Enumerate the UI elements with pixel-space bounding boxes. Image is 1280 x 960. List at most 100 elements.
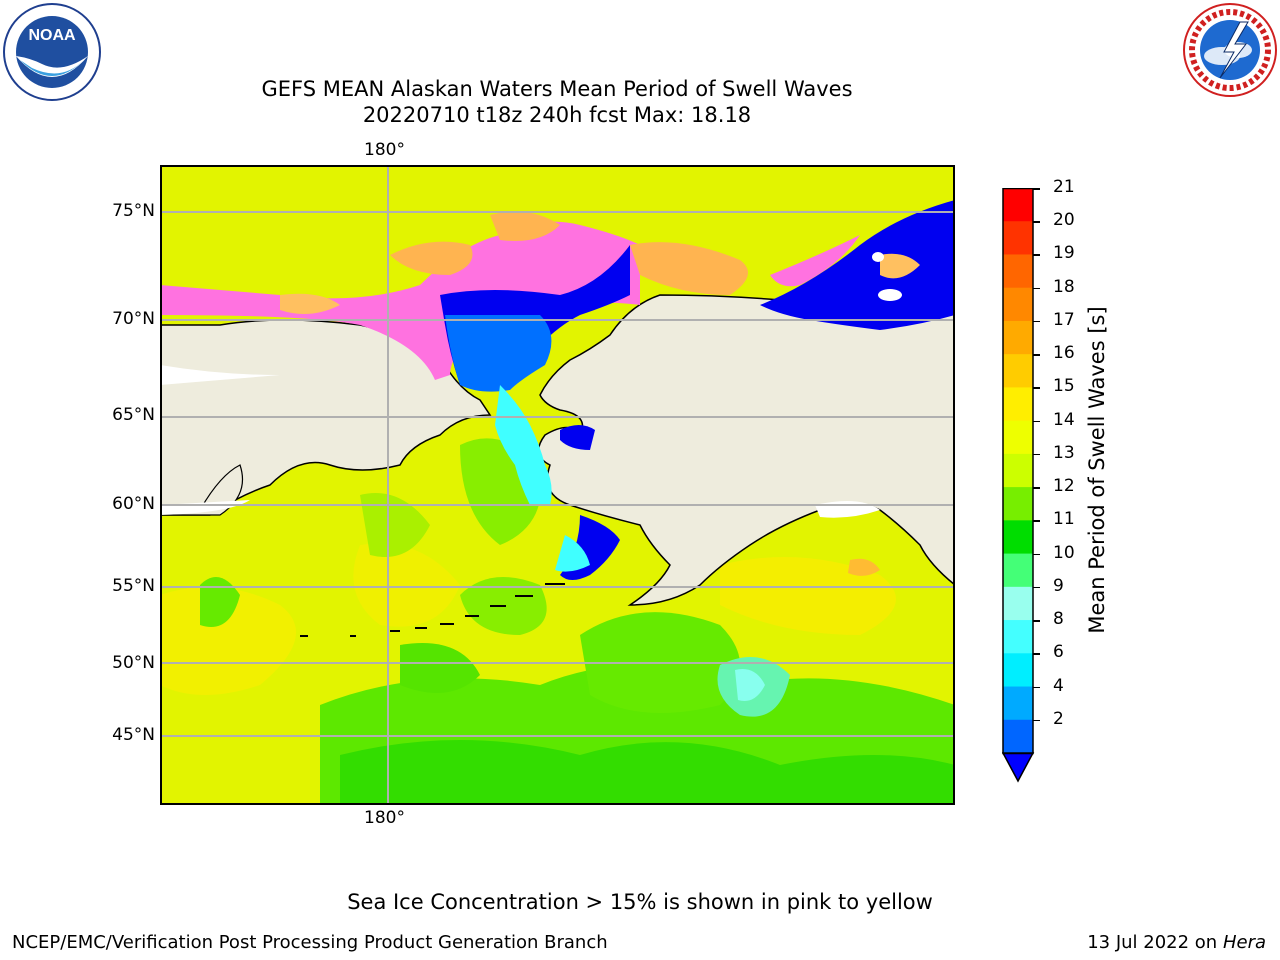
yellow-patch [160,587,296,695]
colorbar-tick-label: 20 [1053,210,1075,231]
green-patch [400,643,480,693]
missing-data [160,500,250,515]
colorbar-tick-mark [1033,553,1040,556]
colorbar-tick-mark [1033,354,1040,356]
sea-ice-footnote: Sea Ice Concentration > 15% is shown in … [347,890,933,914]
colorbar [1001,187,1036,784]
map-panel[interactable] [159,165,956,805]
colorbar-tick-mark [1033,653,1040,655]
colorbar-segment [1003,653,1033,688]
colorbar-tick-label: 15 [1053,376,1075,397]
lat-label-75: 75°N [112,201,155,221]
colorbar-graphic [1001,187,1035,783]
yellow-patch [720,557,896,635]
green-patch [200,577,240,627]
lon-label-top: 180° [364,140,405,160]
colorbar-tick-mark [1033,420,1040,423]
lat-label-60: 60°N [112,494,155,514]
green-patch [360,493,430,557]
colorbar-tick-mark [1033,188,1040,190]
colorbar-segment [1003,686,1033,721]
footer-host: Hera [1222,932,1266,953]
colorbar-tick-mark [1033,254,1040,256]
colorbar-tick-mark [1033,620,1040,622]
colorbar-segment [1003,719,1033,754]
colorbar-segment [1003,354,1033,388]
colorbar-segment [1003,620,1033,654]
colorbar-tick-mark [1033,686,1040,689]
colorbar-extend-arrow [1001,752,1035,783]
cyan-region [495,385,552,505]
colorbar-tick-mark [1033,221,1040,223]
sea-ice-orange [880,253,920,279]
colorbar-segment [1003,221,1033,255]
colorbar-frame [1002,187,1034,755]
colorbar-segment [1003,188,1033,222]
sea-ice-pink [160,221,640,380]
colorbar-segment [1003,586,1033,621]
deep-blue-region [560,425,595,450]
colorbar-tick-mark [1033,387,1040,389]
colorbar-tick-label: 11 [1053,509,1075,530]
sea-ice-orange [490,211,560,241]
graticule [160,165,955,805]
colorbar-tick-label: 14 [1053,409,1075,430]
cyan-region [555,535,590,572]
cyan-patch [735,669,765,701]
footer-credit: NCEP/EMC/Verification Post Processing Pr… [12,932,608,953]
colorbar-segment [1003,387,1033,422]
colorbar-tick-label: 18 [1053,276,1075,297]
sea-ice-orange [280,293,340,314]
lat-label-65: 65°N [112,405,155,425]
colorbar-segment [1003,453,1033,488]
colorbar-tick-mark [1033,487,1040,489]
colorbar-segment [1003,553,1033,588]
colorbar-tick-label: 4 [1053,675,1064,696]
yellow-patch [353,543,460,627]
nws-logo [1180,0,1280,100]
colorbar-segment [1003,420,1033,455]
orange-patch [848,558,880,576]
colorbar-tick-label: 8 [1053,609,1064,630]
noaa-logo: NOAA [2,2,102,102]
colorbar-tick-label: 16 [1053,343,1075,364]
colorbar-segment [1003,320,1033,355]
footer-date-text: 13 Jul 2022 on [1087,932,1223,953]
colorbar-tick-mark [1033,586,1040,589]
lat-label-50: 50°N [112,653,155,673]
colorbar-segment [1003,520,1033,555]
colorbar-label: Mean Period of Swell Waves [s] [1085,306,1109,634]
colorbar-segment [1003,487,1033,521]
chart-title: GEFS MEAN Alaskan Waters Mean Period of … [261,77,853,101]
sea-ice-orange [630,242,748,295]
swell-period-map[interactable] [159,165,956,805]
noaa-logo-text: NOAA [28,27,76,44]
missing-data [872,252,884,262]
colorbar-segment [1003,254,1033,289]
missing-data [160,365,280,385]
deep-blue-region [760,200,955,330]
lon-label-bottom: 180° [364,808,405,828]
footer-date: 13 Jul 2022 on Hera [1087,932,1266,953]
colorbar-tick-label: 2 [1053,708,1064,729]
lat-label-45: 45°N [112,725,155,745]
colorbar-tick-label: 10 [1053,542,1075,563]
colorbar-tick-mark [1033,287,1040,290]
colorbar-tick-label: 13 [1053,442,1075,463]
mid-blue-region [445,315,552,392]
missing-data [878,289,902,301]
sea-ice-pink [160,289,210,312]
colorbar-tick-label: 12 [1053,476,1075,497]
colorbar-tick-label: 17 [1053,309,1075,330]
colorbar-tick-mark [1033,453,1040,456]
colorbar-segment [1003,287,1033,322]
map-frame [160,165,955,805]
green-band [340,740,955,805]
colorbar-tick-label: 19 [1053,243,1075,264]
colorbar-tick-mark [1033,719,1040,722]
lat-label-70: 70°N [112,309,155,329]
colorbar-tick-mark [1033,320,1040,323]
colorbar-tick-mark [1033,520,1040,522]
colorbar-tick-label: 21 [1053,177,1075,197]
sea-ice-orange [390,241,473,275]
